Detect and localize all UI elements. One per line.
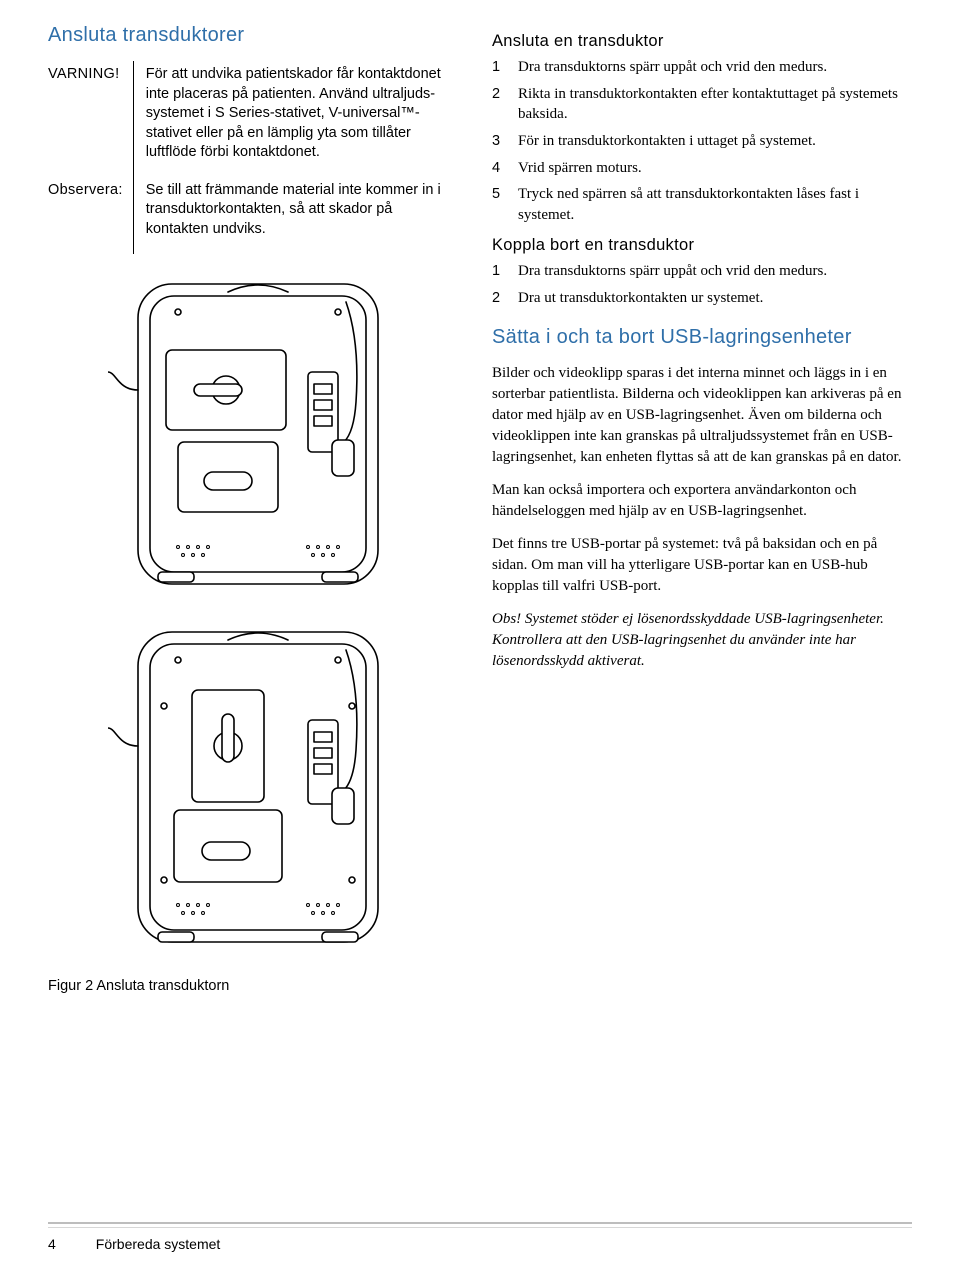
subheading-disconnect-transducer: Koppla bort en transduktor (492, 236, 912, 255)
step-item: Dra transduktorns spärr uppåt och vrid d… (492, 261, 912, 282)
note-body-observe: Se till att främmande material inte komm… (133, 177, 468, 254)
device-illustration-open (108, 272, 408, 602)
footer-rule-thin (48, 1227, 912, 1228)
note-body-warning: För att undvika patientskador får kontak… (133, 61, 468, 177)
figure-illustrations (48, 272, 468, 960)
page: Ansluta transduktorer VARNING! För att u… (0, 0, 960, 1270)
page-number: 4 (48, 1236, 56, 1252)
note-italic: Obs! Systemet stöder ej lösenordsskyddad… (492, 609, 912, 672)
subheading-connect-one-transducer: Ansluta en transduktor (492, 32, 912, 51)
section-heading-usb-storage: Sätta i och ta bort USB-lagringsenheter (492, 326, 912, 349)
step-item: Vrid spärren moturs. (492, 158, 912, 179)
footer-rule-thick (48, 1222, 912, 1224)
section-heading-connect-transducers: Ansluta transduktorer (48, 24, 468, 47)
page-footer: 4 Förbereda systemet (0, 1222, 960, 1252)
figure-caption: Figur 2 Ansluta transduktorn (48, 978, 468, 994)
two-column-layout: Ansluta transduktorer VARNING! För att u… (48, 24, 912, 994)
note-label-observe: Observera: (48, 177, 133, 254)
warning-notes-table: VARNING! För att undvika patientskador f… (48, 61, 468, 254)
step-item: Tryck ned spärren så att transduktorkont… (492, 184, 912, 225)
step-item: Dra transduktorns spärr uppåt och vrid d… (492, 57, 912, 78)
note-label-warning: VARNING! (48, 61, 133, 177)
footer-title: Förbereda systemet (96, 1236, 221, 1252)
left-column: Ansluta transduktorer VARNING! För att u… (48, 24, 468, 994)
step-item: Dra ut transduktorkontakten ur systemet. (492, 288, 912, 309)
note-row-observe: Observera: Se till att främmande materia… (48, 177, 468, 254)
paragraph: Det finns tre USB-portar på systemet: tv… (492, 534, 912, 597)
paragraph: Bilder och videoklipp sparas i det inter… (492, 363, 912, 468)
step-item: För in transduktorkontakten i uttaget på… (492, 131, 912, 152)
paragraph: Man kan också importera och exportera an… (492, 480, 912, 522)
step-item: Rikta in transduktorkontakten efter kont… (492, 84, 912, 125)
steps-disconnect: Dra transduktorns spärr uppåt och vrid d… (492, 261, 912, 308)
steps-connect: Dra transduktorns spärr uppåt och vrid d… (492, 57, 912, 226)
right-column: Ansluta en transduktor Dra transduktorns… (492, 24, 912, 994)
note-row-warning: VARNING! För att undvika patientskador f… (48, 61, 468, 177)
device-illustration-closed (108, 620, 408, 960)
